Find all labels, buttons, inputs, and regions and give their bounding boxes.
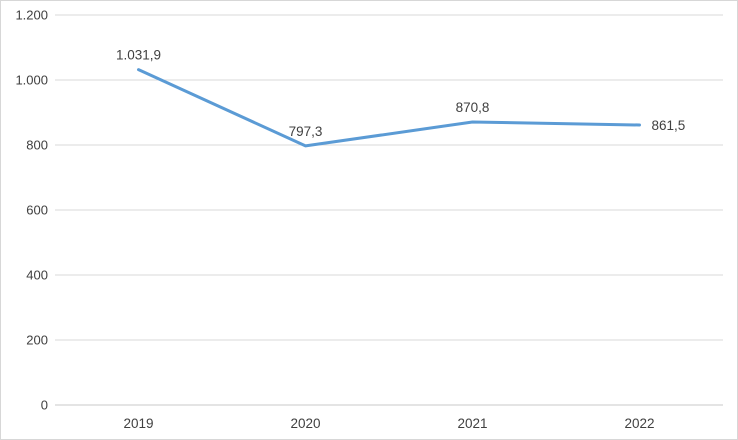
x-tick-label: 2020 bbox=[290, 416, 320, 431]
y-tick-label: 600 bbox=[26, 203, 48, 218]
y-tick-label: 200 bbox=[26, 333, 48, 348]
data-label: 797,3 bbox=[289, 124, 323, 139]
data-label: 861,5 bbox=[652, 118, 686, 133]
y-tick-label: 800 bbox=[26, 138, 48, 153]
series-line bbox=[137, 68, 641, 148]
y-tick-label: 1.200 bbox=[15, 8, 48, 23]
x-tick-label: 2019 bbox=[123, 416, 153, 431]
y-tick-label: 0 bbox=[41, 398, 48, 413]
y-tick-label: 400 bbox=[26, 268, 48, 283]
y-tick-label: 1.000 bbox=[15, 73, 48, 88]
data-label: 1.031,9 bbox=[116, 48, 161, 63]
x-tick-label: 2021 bbox=[457, 416, 487, 431]
data-label: 870,8 bbox=[456, 100, 490, 115]
x-tick-label: 2022 bbox=[624, 416, 654, 431]
